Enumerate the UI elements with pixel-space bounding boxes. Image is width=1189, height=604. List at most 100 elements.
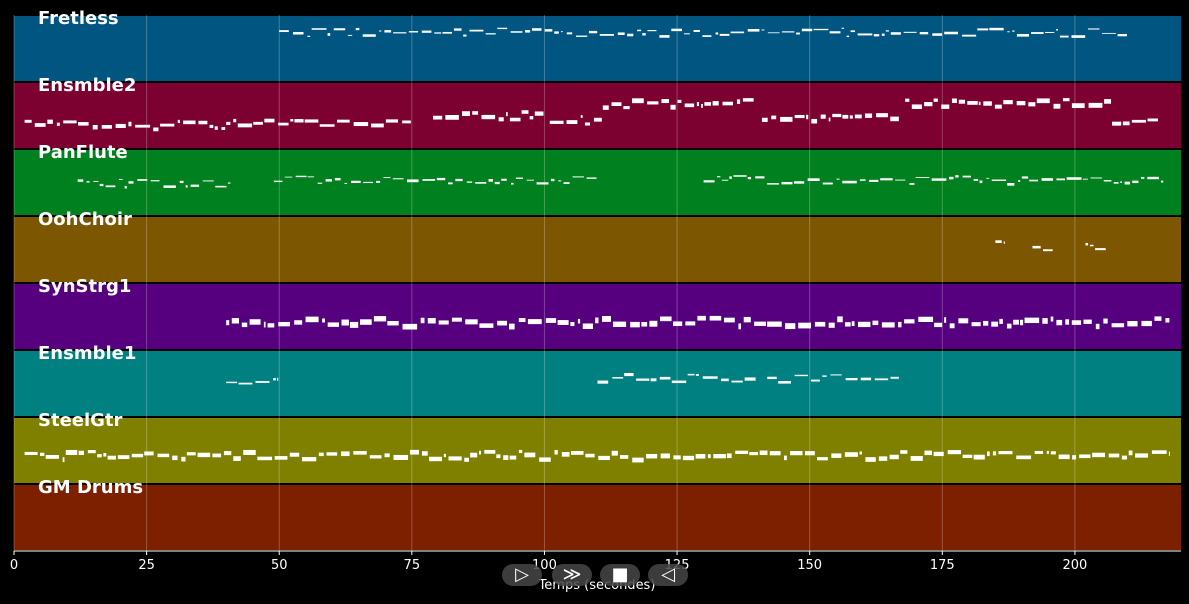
next-button[interactable]: ≫ [552,564,592,586]
note-mark [393,454,409,460]
note-mark [977,28,989,31]
note-mark [215,185,227,188]
previous-button[interactable]: ◁ [648,564,688,586]
note-mark [360,319,372,325]
note-mark [78,450,84,456]
note-mark [830,374,842,376]
note-mark [233,456,241,461]
note-mark [885,30,889,32]
note-mark [955,175,959,178]
note-mark [481,114,496,120]
note-mark [585,453,595,458]
note-mark [721,179,729,181]
note-mark [214,126,218,130]
note-mark [436,177,446,181]
note-mark [842,180,857,184]
stop-button[interactable]: ■ [600,564,640,586]
note-mark [443,453,446,458]
note-mark [978,101,981,106]
note-mark [422,179,436,181]
note-mark [747,28,760,32]
note-mark [93,180,99,182]
note-mark [857,321,871,328]
note-mark [580,115,583,118]
note-mark [131,453,144,458]
note-mark [494,181,500,185]
note-mark [991,179,1007,181]
note-mark [87,450,96,454]
note-mark [508,323,515,330]
track-label: Ensmble2 [38,75,137,96]
track-background [14,284,1181,349]
note-mark [611,102,622,107]
note-mark [1012,30,1015,32]
note-mark [769,451,781,456]
note-mark [233,118,237,123]
note-mark [973,454,985,460]
note-mark [566,32,573,35]
note-mark [183,120,196,125]
note-mark [387,320,399,326]
note-mark [451,317,462,322]
note-mark [463,34,467,37]
note-mark [900,450,908,454]
note-mark [464,457,470,462]
note-mark [185,185,188,188]
note-mark [1140,176,1145,179]
note-mark [661,99,670,104]
note-mark [1095,323,1100,330]
note-mark [1124,181,1130,185]
note-mark [448,182,453,185]
note-mark [570,321,575,327]
note-mark [558,180,562,182]
note-mark [602,316,611,322]
note-mark [1127,320,1138,327]
note-mark [1083,319,1092,324]
note-mark [526,179,535,181]
note-mark [371,123,384,128]
note-mark [761,117,768,122]
note-mark [498,117,504,122]
note-mark [497,320,508,326]
track-label: OohChoir [38,209,132,230]
note-mark [294,320,303,325]
note-mark [572,176,584,178]
note-mark [227,182,231,184]
note-mark [991,321,999,327]
note-mark [890,32,901,35]
note-mark [860,377,872,381]
note-mark [671,28,682,32]
note-mark [659,316,672,322]
note-mark [226,320,230,326]
note-mark [1103,180,1112,182]
note-mark [518,449,523,454]
note-mark [951,98,957,104]
play-button[interactable]: ▷ [502,564,542,586]
note-mark [484,449,496,454]
note-mark [619,455,629,459]
note-mark [844,452,858,457]
note-mark [890,376,899,379]
note-mark [845,377,858,381]
note-mark [223,451,232,456]
note-mark [341,319,349,326]
note-mark [829,31,841,34]
note-mark [1090,177,1103,179]
note-mark [924,450,932,456]
note-mark [1089,244,1094,247]
note-mark [744,377,756,381]
note-mark [673,455,681,460]
note-mark [828,117,831,122]
note-mark [515,177,523,179]
note-mark [611,450,618,456]
note-mark [713,454,726,459]
note-mark [859,451,863,455]
note-mark [869,179,879,182]
note-mark [304,119,319,123]
note-mark [813,28,829,31]
note-mark [198,120,208,125]
note-mark [479,323,494,328]
note-mark [1018,180,1021,182]
track-background [14,485,1181,550]
note-mark [1121,455,1128,460]
